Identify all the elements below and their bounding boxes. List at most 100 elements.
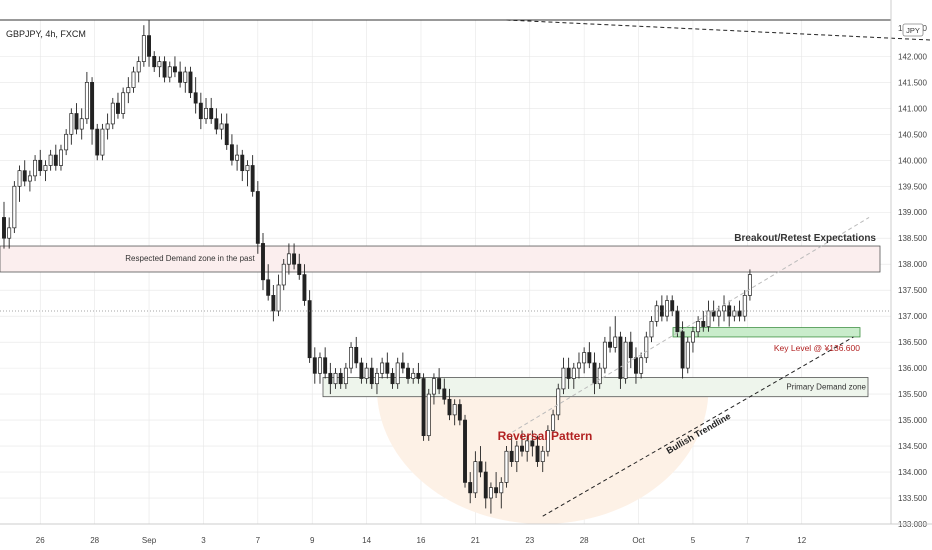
candle-body-43 — [224, 123, 229, 146]
candle-body-33 — [172, 66, 177, 73]
candle-body-59 — [307, 300, 312, 359]
candle-102 — [530, 430, 535, 457]
candle-body-77 — [400, 362, 405, 369]
candle-128 — [665, 295, 669, 322]
candle-37 — [193, 77, 198, 114]
candle-22 — [116, 92, 120, 119]
trendline-0[interactable] — [542, 336, 854, 517]
x-tick-label-1: 28 — [90, 536, 99, 545]
candle-body-29 — [152, 56, 157, 68]
currency-badge[interactable] — [902, 23, 924, 37]
candle-97 — [504, 446, 509, 488]
candle-65 — [338, 368, 343, 389]
candle-91 — [473, 451, 478, 499]
candle-96 — [499, 477, 504, 509]
candle-body-97 — [504, 450, 509, 483]
candle-55 — [286, 243, 291, 275]
y-tick-label-15: 140.500 — [898, 130, 927, 139]
candle-18 — [95, 123, 100, 161]
symbol-label: GBPJPY, 4h, FXCM — [6, 29, 86, 39]
candle-19 — [100, 123, 105, 161]
trendline-2[interactable] — [506, 19, 932, 41]
candle-body-2 — [12, 185, 17, 229]
candle-body-113 — [587, 352, 592, 364]
candle-body-103 — [535, 445, 540, 462]
candle-body-61 — [318, 357, 322, 374]
candle-130 — [675, 305, 680, 337]
candle-body-34 — [178, 71, 183, 83]
candle-body-69 — [359, 362, 364, 379]
candle-13 — [69, 108, 74, 145]
candle-47 — [245, 160, 250, 187]
candle-95 — [494, 472, 499, 499]
candle-105 — [545, 425, 550, 457]
x-tick-label-5: 9 — [310, 536, 315, 545]
candle-126 — [654, 300, 659, 327]
candle-body-66 — [343, 367, 348, 385]
candle-body-38 — [198, 102, 203, 120]
candle-25 — [131, 66, 136, 93]
candle-24 — [126, 77, 131, 104]
x-tick-label-14: 12 — [797, 536, 806, 545]
candle-143 — [742, 290, 747, 322]
candle-12 — [64, 129, 69, 156]
candle-129 — [670, 295, 675, 317]
candle-73 — [380, 357, 385, 379]
zone-0[interactable] — [0, 245, 881, 273]
candle-body-131 — [680, 331, 685, 369]
candle-4 — [22, 160, 27, 187]
candle-body-57 — [297, 263, 302, 275]
candle-79 — [411, 368, 416, 384]
candle-127 — [659, 295, 664, 322]
candle-body-126 — [654, 305, 659, 322]
x-tick-label-9: 23 — [525, 536, 534, 545]
candle-118 — [613, 316, 618, 353]
candle-72 — [375, 368, 379, 395]
candle-74 — [385, 352, 390, 379]
candle-58 — [302, 264, 307, 306]
candle-35 — [183, 66, 188, 93]
candle-body-118 — [613, 336, 618, 348]
candle-83 — [431, 373, 436, 405]
zone-layer — [0, 245, 881, 398]
candle-body-132 — [685, 341, 690, 369]
candle-70 — [364, 362, 369, 384]
candle-body-47 — [245, 165, 250, 172]
candle-body-30 — [157, 61, 162, 68]
candle-body-32 — [167, 66, 172, 78]
y-tick-label-11: 138.500 — [898, 234, 927, 243]
candle-body-8 — [43, 165, 48, 172]
candle-body-62 — [323, 357, 328, 374]
candle-115 — [597, 362, 602, 389]
candle-body-125 — [649, 321, 654, 338]
candle-body-40 — [209, 107, 214, 120]
y-tick-label-16: 141.000 — [898, 104, 927, 113]
candle-body-102 — [530, 440, 535, 447]
candle-106 — [551, 409, 556, 436]
zone-2[interactable] — [672, 327, 861, 338]
candle-body-49 — [255, 191, 260, 244]
candle-90 — [468, 472, 473, 504]
candle-141 — [732, 305, 737, 322]
candle-117 — [608, 326, 613, 353]
candle-body-121 — [628, 341, 633, 359]
candle-49 — [255, 181, 260, 254]
candle-61 — [318, 352, 322, 384]
y-tick-label-2: 134.000 — [898, 468, 927, 477]
candle-101 — [525, 435, 530, 462]
candle-body-79 — [411, 372, 416, 379]
candle-body-119 — [618, 336, 623, 379]
candle-body-133 — [690, 331, 695, 343]
candle-122 — [634, 347, 638, 384]
currency-badge-label: JPY — [906, 26, 920, 35]
candle-32 — [167, 61, 172, 83]
candle-body-55 — [286, 253, 291, 265]
candle-40 — [209, 97, 214, 124]
candle-45 — [235, 144, 240, 171]
trendline-1[interactable] — [506, 217, 870, 437]
candle-113 — [587, 342, 592, 369]
candle-body-134 — [696, 321, 701, 333]
candle-body-1 — [7, 227, 12, 239]
candle-57 — [297, 253, 302, 280]
